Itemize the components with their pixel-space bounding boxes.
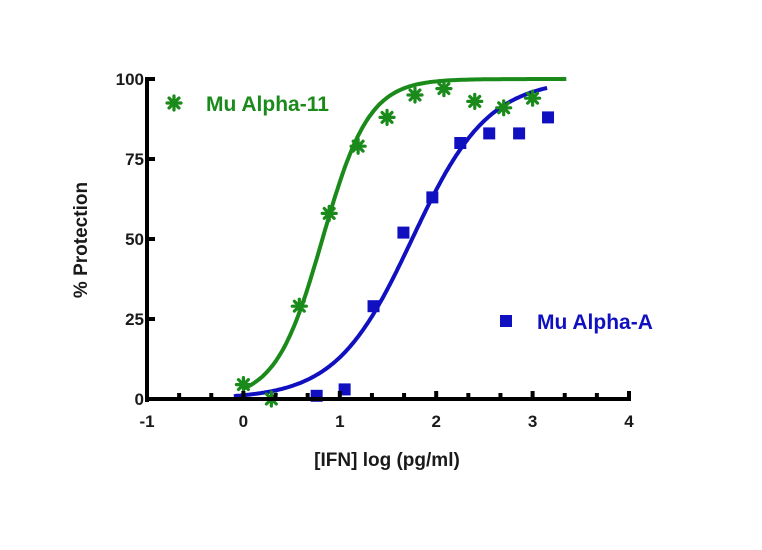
data-point	[542, 111, 555, 124]
data-point	[513, 127, 526, 140]
data-point	[426, 191, 439, 204]
y-tick-label: 75	[125, 150, 144, 169]
data-point	[378, 108, 396, 127]
x-tick-label: -1	[139, 412, 154, 431]
data-point	[349, 137, 367, 155]
asterisk-marker-icon	[165, 94, 183, 112]
data-point	[406, 86, 424, 104]
x-tick-label: 3	[528, 412, 537, 431]
fit-curve-mu-alpha-a	[233, 86, 548, 399]
legend-item-mu-alpha-11: Mu Alpha-11	[165, 93, 329, 116]
data-point	[320, 204, 338, 222]
data-point	[367, 300, 380, 313]
data-point	[290, 297, 308, 315]
data-point	[466, 92, 484, 111]
plot-area	[233, 77, 567, 408]
x-tick-label: 4	[624, 412, 634, 431]
x-axis-title: [IFN] log (pg/ml)	[314, 450, 460, 471]
legend-marker	[165, 94, 183, 112]
legend-label-mu-alpha-11: Mu Alpha-11	[206, 93, 329, 116]
data-point	[523, 89, 542, 107]
y-tick-label: 50	[125, 230, 144, 249]
data-point	[435, 79, 453, 98]
x-tick-label: 0	[239, 412, 248, 431]
y-axis-title: % Protection	[71, 182, 92, 298]
fit-curve-mu-alpha-11	[242, 77, 567, 391]
x-tick-label: 1	[335, 412, 344, 431]
x-tick-label: 2	[431, 412, 440, 431]
data-point	[397, 226, 410, 239]
y-tick-label: 100	[116, 70, 144, 89]
axes: 0 25 50 75 100 -1 0 1 2 3 4	[116, 70, 635, 431]
legend-label-mu-alpha-a: Mu Alpha-A	[537, 311, 653, 334]
square-marker-icon	[500, 315, 512, 327]
data-point	[483, 127, 496, 140]
y-tick-label: 25	[125, 310, 144, 329]
data-point	[234, 376, 252, 394]
legend-marker	[500, 315, 512, 327]
legend-item-mu-alpha-a: Mu Alpha-A	[500, 311, 653, 334]
data-point	[495, 99, 513, 117]
data-point	[454, 137, 467, 149]
y-tick-label: 0	[135, 390, 144, 409]
